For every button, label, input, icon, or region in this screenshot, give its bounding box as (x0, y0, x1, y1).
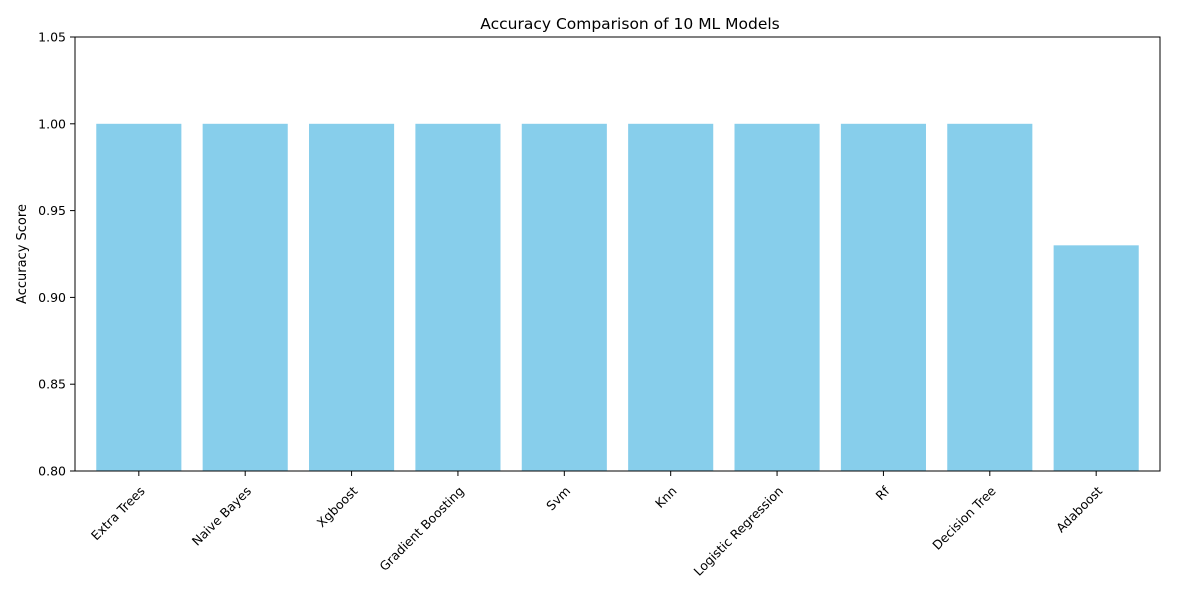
bar-3 (415, 123, 501, 472)
x-tick-label: Naive Bayes (189, 483, 254, 548)
x-tick-label: Rf (872, 483, 892, 503)
bars-group (96, 123, 1139, 472)
chart-title: Accuracy Comparison of 10 ML Models (480, 15, 780, 33)
x-axis: Extra Trees Naive Bayes Xgboost Gradient Bo… (88, 471, 1105, 579)
bar-9 (1053, 245, 1139, 471)
bar-4 (521, 123, 607, 472)
y-tick-label: 0.90 (38, 290, 66, 305)
y-tick-label: 0.80 (38, 464, 66, 479)
y-tick-label: 0.95 (38, 203, 66, 218)
x-tick-label: Gradient Boosting (376, 483, 467, 574)
x-tick-label: Xgboost (314, 483, 361, 530)
bar-2 (309, 123, 395, 472)
x-tick-label: Decision Tree (929, 483, 999, 553)
y-tick-label: 1.05 (38, 30, 66, 45)
bar-7 (840, 123, 926, 472)
x-tick-label: Knn (652, 483, 680, 511)
x-tick-label: Adaboost (1053, 483, 1105, 535)
y-axis: 0.80 0.85 0.90 0.95 1.00 1.05 (38, 30, 75, 479)
plot-frame (74, 36, 1161, 472)
x-tick-label: Logistic Regression (691, 483, 786, 578)
y-axis-label: Accuracy Score (15, 204, 30, 304)
bar-1 (202, 123, 288, 472)
x-tick-label: Extra Trees (88, 483, 148, 543)
bar-0 (96, 123, 182, 472)
y-tick-label: 0.85 (38, 377, 66, 392)
bar-5 (628, 123, 714, 472)
y-tick-label: 1.00 (38, 116, 66, 131)
bar-8 (947, 123, 1033, 472)
x-tick-label: Svm (543, 483, 573, 513)
bar-6 (734, 123, 820, 472)
